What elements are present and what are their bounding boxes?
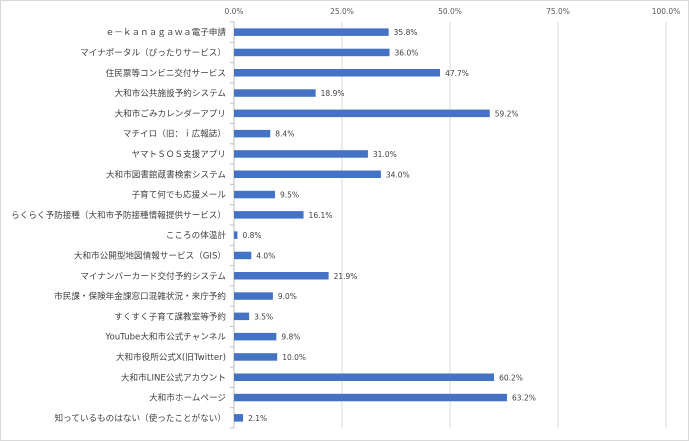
x-tick-label: 75.0% [546, 7, 570, 16]
bar-data-label: 16.1% [309, 211, 333, 220]
bar [234, 393, 508, 402]
bar-data-label: 3.5% [254, 312, 273, 321]
bar [234, 89, 316, 97]
bar [234, 251, 252, 260]
category-label: 知っているものはない（使ったことがない） [55, 412, 226, 424]
bar-data-label: 18.9% [321, 89, 345, 98]
category-label: 大和市役所公式X(旧Twitter) [116, 351, 226, 363]
bar [234, 109, 490, 118]
category-label: らくらく予防接種（大和市予防接種情報提供サービス） [11, 209, 226, 221]
category-label: 大和市図書館蔵書検索システム [106, 168, 226, 180]
bar-data-label: 9.5% [280, 191, 299, 200]
bar-data-label: 4.0% [256, 251, 275, 260]
category-label: 子育て何でも応援メール [131, 189, 226, 201]
x-tick-label: 100.0% [652, 7, 681, 16]
bar [234, 373, 495, 381]
category-label: すくすく子育て課教室等予約 [114, 310, 226, 322]
bar [234, 28, 389, 36]
bar [234, 48, 390, 57]
x-tick-label: 50.0% [438, 7, 462, 16]
category-label: ｅ－ｋａｎａｇａｗａ電子申請 [106, 26, 227, 38]
category-label: YouTube大和市公式チャンネル [104, 331, 226, 343]
bar-data-label: 0.8% [242, 231, 261, 240]
bar [234, 170, 381, 178]
category-label: こころの体温計 [166, 229, 227, 241]
bar-data-label: 36.0% [395, 48, 419, 57]
bar [234, 312, 250, 321]
bar-data-label: 47.7% [445, 69, 469, 78]
bar [234, 272, 329, 280]
category-label: マイナポータル（ぴったりサービス） [80, 47, 226, 58]
category-label: マチイロ（旧：ｉ広報誌） [123, 128, 226, 140]
category-label: 大和市ホームページ [149, 392, 226, 404]
bar-data-label: 9.8% [281, 333, 300, 342]
category-label: 大和市ごみカレンダーアプリ [115, 107, 226, 119]
bar-data-label: 35.8% [394, 28, 418, 37]
bar [234, 129, 271, 138]
bar [234, 414, 244, 422]
bar [234, 211, 304, 219]
category-label: 大和市LINE公式アカウント [121, 371, 226, 383]
bar-data-label: 21.9% [334, 272, 358, 281]
bar [234, 190, 276, 199]
category-label: 大和市公共施設予約システム [115, 87, 227, 99]
category-label: マイナンバーカード交付予約システム [80, 270, 226, 282]
bar-data-label: 31.0% [373, 150, 397, 159]
x-tick-label: 0.0% [224, 7, 243, 16]
bar-data-label: 8.4% [275, 130, 294, 139]
x-tick-label: 25.0% [330, 7, 354, 16]
bar-data-label: 59.2% [495, 109, 519, 118]
bar [234, 353, 278, 361]
bar [234, 292, 273, 300]
bar-data-label: 10.0% [282, 353, 306, 362]
bar-data-label: 63.2% [512, 394, 536, 403]
category-label: 大和市公開型地図情報サービス（GIS） [74, 249, 226, 261]
bar-data-label: 34.0% [386, 170, 410, 179]
bar-data-label: 60.2% [499, 373, 523, 382]
bar-data-label: 2.1% [248, 414, 267, 423]
category-label: 住民票等コンビニ交付サービス [106, 67, 226, 79]
bar-data-label: 9.0% [278, 292, 297, 301]
bar [234, 150, 368, 158]
bar [234, 231, 238, 239]
category-label: 市民課・保険年金課窓口混雑状況・来庁予約 [54, 290, 226, 302]
bar [234, 332, 277, 341]
category-label: ヤマトＳＯＳ支援アプリ [131, 148, 226, 160]
bar [234, 69, 441, 77]
